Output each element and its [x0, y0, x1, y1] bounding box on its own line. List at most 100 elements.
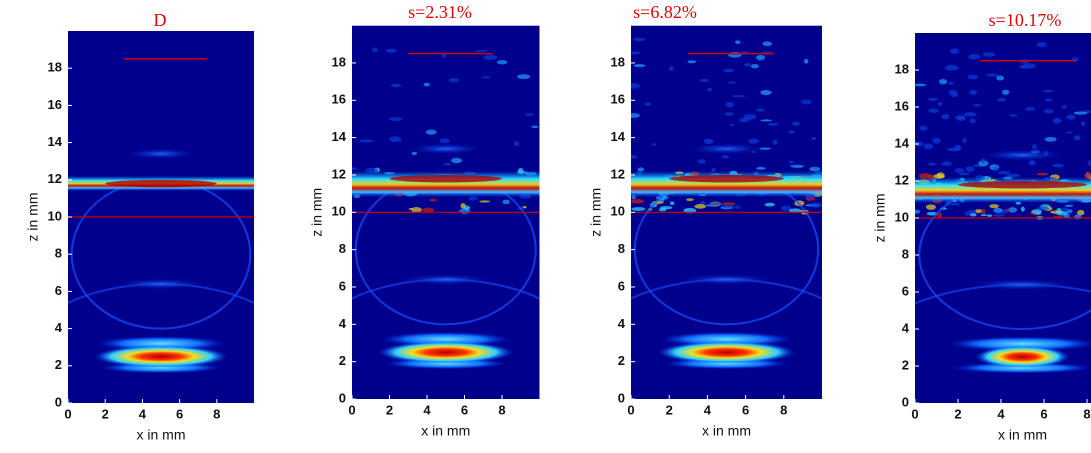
y-tick-label: 6 [55, 283, 62, 298]
speckle [936, 172, 945, 179]
x-tick-label: 2 [102, 406, 109, 421]
speckle [732, 95, 746, 98]
y-tick-label: 4 [618, 316, 626, 331]
y-tick-label: 0 [339, 390, 346, 405]
y-tick-label: 14 [48, 134, 63, 149]
speckle [1028, 160, 1036, 166]
speckle [927, 97, 938, 101]
speckle [937, 101, 943, 107]
speckle [755, 108, 765, 112]
speckle [764, 202, 776, 207]
speckle [694, 204, 707, 209]
speckle [725, 101, 734, 108]
speckle [948, 89, 958, 95]
speckle [1042, 90, 1054, 93]
speckle [631, 83, 641, 89]
x-tick-label: 4 [997, 406, 1005, 421]
speckle [923, 143, 934, 150]
speckle [915, 141, 924, 147]
speckle [468, 196, 479, 201]
speckle [439, 138, 450, 144]
speckle [425, 129, 437, 135]
speckle [963, 112, 977, 117]
speckle [1066, 114, 1076, 120]
speckle [973, 103, 982, 107]
speckle [941, 161, 952, 166]
speckle [941, 113, 950, 120]
speckle [631, 155, 638, 159]
speckle [1031, 209, 1042, 215]
speckle [1036, 42, 1047, 48]
speckle [1061, 105, 1067, 109]
panel-title: s=2.31% [408, 2, 472, 22]
speckle [978, 160, 989, 167]
panel-title: D [154, 10, 167, 30]
speckle [790, 164, 804, 168]
speckle [1002, 89, 1010, 95]
speckle [969, 89, 978, 95]
y-tick-label: 0 [902, 394, 909, 409]
y-tick-label: 4 [55, 320, 63, 335]
speckle [724, 112, 734, 116]
speckle [928, 108, 939, 114]
panel: 0 2 4 6 8 0 2 4 6 8 10 12 14 16 18 x in mm z in mm s=10.1… [872, 10, 1091, 443]
speckle [502, 199, 510, 205]
y-tick-label: 0 [55, 394, 62, 409]
y-tick-label: 12 [48, 171, 62, 186]
spot [378, 341, 514, 364]
speckle [936, 212, 943, 219]
y-axis-label: z in mm [872, 194, 888, 243]
y-tick-label: 18 [895, 61, 909, 76]
faint [979, 149, 1066, 161]
y-tick-label: 18 [332, 54, 346, 69]
speckle [1061, 207, 1069, 212]
speckle [708, 202, 723, 206]
speckle [411, 206, 422, 213]
speckle [651, 143, 657, 146]
y-tick-label: 6 [902, 283, 909, 298]
y-axis-label: z in mm [588, 188, 604, 237]
speckle [408, 207, 413, 210]
speckle [463, 205, 471, 210]
speckle [958, 172, 971, 176]
y-axis-label: z in mm [309, 188, 325, 237]
speckle [371, 47, 378, 53]
speckle [632, 37, 646, 42]
x-tick-label: 0 [348, 402, 355, 417]
y-tick-label: 8 [618, 241, 625, 256]
speckle [474, 49, 488, 53]
y-tick-label: 18 [611, 54, 625, 69]
speckle [1045, 98, 1053, 102]
speckle [938, 78, 948, 85]
speckle [727, 81, 736, 84]
speckle [965, 166, 975, 172]
speckle [644, 102, 652, 106]
speckle [1006, 173, 1020, 178]
speckle [411, 151, 418, 156]
speckle [389, 136, 402, 143]
x-tick-label: 4 [139, 406, 147, 421]
y-tick-label: 8 [902, 246, 909, 261]
speckle [687, 60, 697, 64]
y-tick-label: 16 [48, 97, 62, 112]
speckle [944, 65, 959, 71]
speckle [390, 83, 402, 88]
speckle [954, 168, 965, 173]
speckle [949, 202, 961, 206]
ring [947, 336, 1091, 352]
y-tick-label: 14 [611, 129, 626, 144]
panel: 0 2 4 6 8 0 2 4 6 8 10 12 14 16 18 x in mm z in mm s=2.31… [309, 2, 540, 439]
speckle [947, 147, 961, 152]
speckle [734, 40, 741, 45]
x-tick-label: 8 [498, 402, 505, 417]
speckle [721, 155, 730, 159]
speckle [385, 48, 398, 53]
speckle [658, 208, 667, 212]
speckle [721, 205, 736, 208]
speckle [788, 208, 802, 213]
y-tick-label: 10 [895, 209, 909, 224]
speckle [524, 113, 534, 116]
speckle [969, 212, 977, 217]
speckle [993, 167, 999, 172]
y-tick-label: 12 [611, 166, 625, 181]
